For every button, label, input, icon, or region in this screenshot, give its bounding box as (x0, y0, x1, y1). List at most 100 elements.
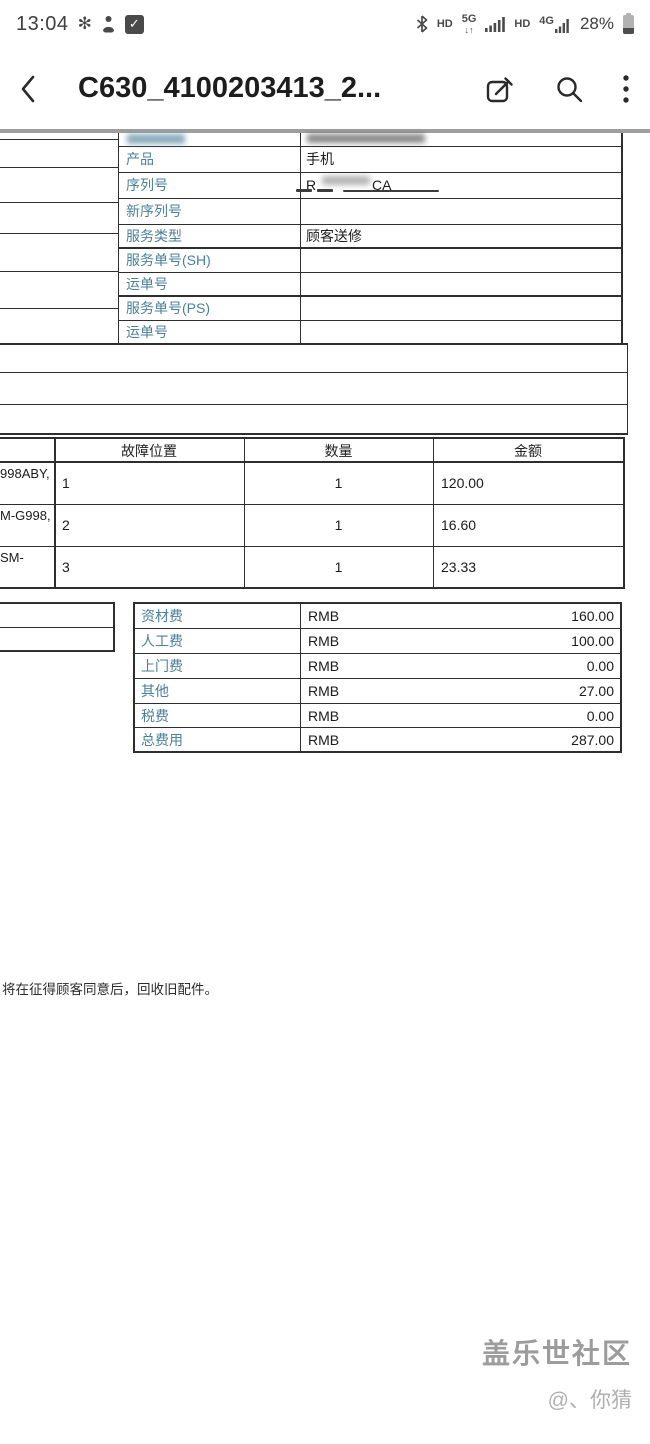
person-icon (101, 15, 116, 33)
fee-currency: RMB (308, 732, 340, 748)
info-value: 手机 (306, 151, 334, 167)
app-bar-actions (484, 73, 630, 105)
fault-position: 1 (62, 475, 70, 491)
fee-currency: RMB (308, 708, 340, 724)
column-header-quantity: 数量 (324, 443, 353, 459)
column-header-amount: 金额 (514, 443, 542, 459)
table-line (0, 233, 118, 234)
table-line (0, 587, 625, 589)
fee-label: 人工费 (141, 633, 183, 649)
table-line (133, 602, 622, 604)
table-line (118, 146, 622, 147)
fee-amount: 27.00 (578, 683, 614, 699)
fault-quantity: 1 (334, 517, 343, 533)
table-line (0, 308, 118, 309)
signal-bars-icon-1 (485, 16, 506, 32)
fee-currency: RMB (308, 608, 340, 624)
table-line (620, 602, 622, 753)
status-bar-left: 13:04 ✻ ✓ (16, 13, 144, 36)
info-value-serial-suffix: CA (372, 177, 392, 193)
table-line (133, 751, 622, 753)
table-line (623, 437, 625, 589)
hd-voice-right-label: HD (514, 18, 531, 30)
search-button[interactable] (554, 74, 584, 104)
redacted-value (307, 134, 425, 143)
info-label: 服务单号(SH) (126, 252, 211, 268)
watermark-community: 盖乐世社区 (481, 1338, 632, 1369)
page-edge-shadow (0, 129, 650, 133)
table-line (0, 437, 625, 439)
more-options-button[interactable] (622, 74, 630, 104)
more-dots-icon (623, 74, 629, 103)
table-line (118, 295, 622, 297)
battery-nub (626, 13, 631, 15)
table-line (0, 404, 628, 405)
info-label: 服务单号(PS) (126, 300, 210, 316)
checkbox-notification-icon: ✓ (124, 14, 144, 34)
table-line (0, 461, 625, 463)
table-line (300, 602, 301, 753)
table-line (0, 139, 118, 140)
table-line (133, 727, 622, 728)
fee-label: 税费 (141, 708, 169, 724)
table-line (621, 133, 623, 344)
table-line (0, 343, 628, 345)
fee-amount: 0.00 (586, 708, 614, 724)
table-line (0, 546, 625, 547)
fee-amount: 160.00 (571, 608, 614, 624)
edit-icon (486, 76, 513, 102)
info-label: 新序列号 (126, 203, 182, 219)
info-value-serial-prefix: R (306, 177, 317, 193)
hd-voice-left-label: HD (436, 18, 453, 30)
table-line (0, 602, 115, 604)
info-label: 产品 (126, 151, 154, 167)
fee-label-total: 总费用 (141, 732, 183, 748)
info-value: 顾客送修 (306, 228, 362, 244)
data-arrows-icon: ↓↑ (464, 24, 474, 35)
redaction-dash (296, 189, 312, 192)
battery-percent-label: 28% (579, 14, 614, 33)
table-line (0, 433, 628, 435)
fault-position: 2 (62, 517, 70, 533)
table-line (113, 602, 115, 652)
info-label: 运单号 (126, 324, 168, 340)
table-line (0, 202, 118, 203)
table-line (0, 167, 118, 168)
table-line (133, 703, 622, 704)
fault-amount: 16.60 (441, 517, 477, 533)
fault-quantity: 1 (334, 559, 343, 575)
table-line (118, 172, 622, 173)
edit-button[interactable] (484, 73, 516, 105)
watermark-author: @、你猜 (547, 1389, 632, 1412)
fault-amount: 23.33 (441, 559, 477, 575)
recycle-note: 将在征得顾客同意后，回收旧配件。 (2, 982, 218, 997)
fee-currency: RMB (308, 658, 340, 674)
battery-body (623, 15, 634, 34)
fee-amount: 100.00 (571, 633, 614, 649)
battery-fill (623, 27, 634, 34)
table-line (0, 271, 118, 272)
back-chevron-icon (21, 75, 35, 102)
table-line (433, 437, 434, 589)
redaction-dash (317, 189, 333, 192)
fee-currency: RMB (308, 633, 340, 649)
redaction-dash (343, 190, 439, 192)
table-line (118, 133, 119, 344)
table-line (133, 602, 135, 753)
redacted-serial (322, 176, 370, 185)
back-button[interactable] (20, 67, 60, 111)
table-line (300, 133, 301, 344)
table-line (0, 372, 628, 373)
info-label: 序列号 (126, 177, 168, 193)
table-line (133, 678, 622, 679)
table-line (244, 437, 245, 589)
table-line (118, 224, 622, 225)
notification-flower-icon: ✻ (77, 14, 92, 33)
status-bar: 13:04 ✻ ✓ HD 5G ↓↑ HD 4G 28% (0, 0, 650, 48)
part-code-fragment: SM- (0, 550, 24, 565)
table-line (118, 247, 622, 249)
signal-bars-icon-2 (554, 18, 569, 33)
fee-label: 其他 (141, 683, 169, 699)
network-5g-indicator: 5G ↓↑ (462, 13, 477, 35)
